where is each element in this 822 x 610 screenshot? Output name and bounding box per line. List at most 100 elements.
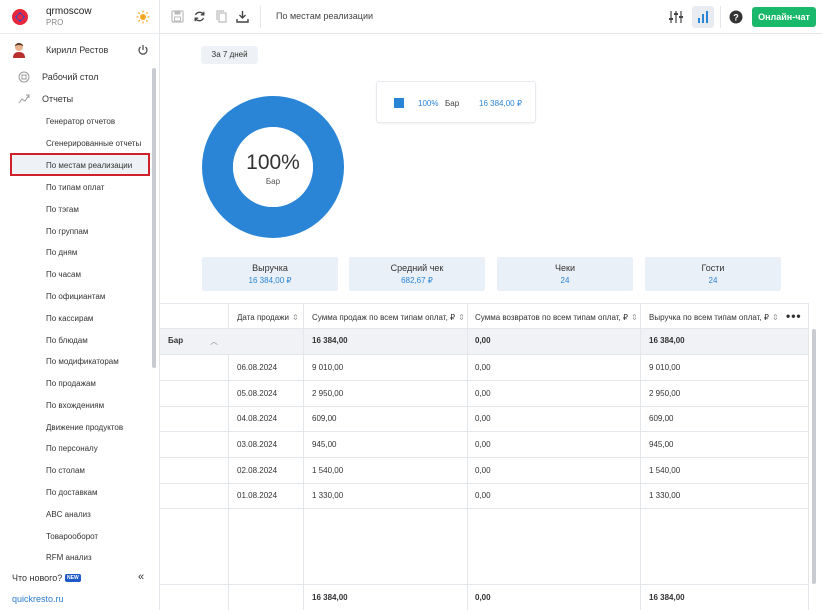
filter-sliders-icon[interactable] (666, 7, 686, 27)
collapse-sidebar-icon[interactable]: « (138, 571, 145, 583)
period-button[interactable]: За 7 дней (201, 46, 258, 64)
donut-center (233, 127, 313, 207)
cell-returns: 0,00 (475, 414, 491, 423)
cell-returns: 0,00 (475, 466, 491, 475)
sidebar-item-by-payment-types[interactable]: По типам оплат (46, 183, 105, 192)
stat-value: 24 (708, 276, 718, 285)
sort-icon[interactable]: ⇕ (771, 313, 779, 322)
sort-icon[interactable]: ⇕ (291, 313, 299, 322)
sidebar-scrollbar[interactable] (152, 68, 156, 368)
copy-icon[interactable] (215, 10, 228, 23)
sidebar-item-by-sale-places[interactable]: По местам реализации (46, 161, 133, 170)
cell-sales: 1 330,00 (312, 491, 344, 500)
row-divider (160, 328, 809, 329)
sidebar-item-by-tables[interactable]: По столам (46, 466, 85, 475)
donut-center-value: 100% (246, 151, 300, 174)
active-item-highlight (10, 153, 150, 176)
column-header-date[interactable]: Дата продажи ⇕ (237, 313, 299, 322)
chevron-up-icon[interactable]: ︿ (210, 337, 218, 346)
save-icon[interactable] (171, 10, 184, 23)
column-header-label: Выручка по всем типам оплат, ₽ (649, 313, 769, 322)
online-chat-button[interactable]: Онлайн-чат (752, 7, 816, 27)
chart-view-icon[interactable] (692, 6, 714, 28)
brand-name: qrmoscow (46, 6, 92, 17)
sidebar-item-report-generator[interactable]: Генератор отчетов (46, 117, 116, 126)
legend-percent: 100% (418, 99, 439, 108)
column-header-label: Сумма продаж по всем типам оплат, ₽ (312, 313, 456, 322)
report-table: Дата продажи ⇕ Сумма продаж по всем типам… (160, 303, 822, 610)
sidebar-item-by-cashiers[interactable]: По кассирам (46, 314, 94, 323)
nav-desktop[interactable]: Рабочий стол (0, 68, 150, 86)
donut-chart: 100% Бар (202, 96, 344, 238)
svg-text:?: ? (733, 13, 739, 23)
sidebar-item-by-dishes[interactable]: По блюдам (46, 336, 88, 345)
donut-slice-bar[interactable] (202, 96, 344, 238)
download-icon[interactable] (236, 10, 249, 23)
nav-reports[interactable]: Отчеты (0, 90, 150, 108)
site-link[interactable]: quickresto.ru (12, 594, 64, 604)
group-name: Бар (168, 336, 184, 345)
new-badge: NEW (65, 574, 81, 582)
sidebar-item-by-tags[interactable]: По тэгам (46, 205, 79, 214)
col-divider (467, 303, 468, 610)
stat-avg-check: Средний чек 682,67 ₽ (349, 257, 485, 291)
cell-date: 03.08.2024 (237, 440, 278, 449)
sidebar-item-by-groups[interactable]: По группам (46, 227, 89, 236)
column-header-sales[interactable]: Сумма продаж по всем типам оплат, ₽ ⇕ (312, 313, 465, 322)
col-divider (228, 303, 229, 328)
cell-sales: 9 010,00 (312, 363, 344, 372)
col-divider (808, 303, 809, 610)
sidebar-item-product-movement[interactable]: Движение продуктов (46, 423, 124, 432)
column-header-label: Сумма возвратов по всем типам оплат, ₽ (475, 313, 629, 322)
brand-block[interactable]: qrmoscow PRO (0, 0, 160, 34)
cell-date: 05.08.2024 (237, 389, 278, 398)
cell-returns: 0,00 (475, 491, 491, 500)
sidebar-item-turnover[interactable]: Товарооборот (46, 532, 99, 541)
stat-title: Гости (701, 263, 725, 273)
help-icon[interactable]: ? (729, 10, 743, 24)
cell-revenue: 1 540,00 (649, 466, 681, 475)
sidebar-item-by-sales[interactable]: По продажам (46, 379, 96, 388)
sidebar-item-by-waiters[interactable]: По официантам (46, 292, 106, 301)
sidebar-item-by-hours[interactable]: По часам (46, 270, 81, 279)
sort-icon[interactable]: ⇕ (631, 313, 638, 322)
sort-icon[interactable]: ⇕ (458, 313, 465, 322)
sidebar-item-generated-reports[interactable]: Сгенерированные отчеты (46, 139, 142, 148)
row-divider (160, 584, 809, 585)
table-scrollbar[interactable] (812, 329, 816, 584)
sidebar-item-by-modifiers[interactable]: По модификаторам (46, 357, 119, 366)
theme-sun-icon[interactable] (136, 10, 150, 24)
refresh-icon[interactable] (193, 10, 206, 23)
brand-plan: PRO (46, 18, 64, 27)
cell-sales: 2 950,00 (312, 389, 344, 398)
row-divider (160, 508, 809, 509)
sidebar-item-by-staff[interactable]: По персоналу (46, 444, 98, 453)
logo-icon (12, 9, 28, 25)
column-header-revenue[interactable]: Выручка по всем типам оплат, ₽ ⇕ (649, 313, 779, 322)
toolbar-divider (260, 6, 261, 28)
sidebar-item-by-deliveries[interactable]: По доставкам (46, 488, 98, 497)
table-border (160, 303, 809, 304)
column-header-returns[interactable]: Сумма возвратов по всем типам оплат, ₽ ⇕ (475, 313, 638, 322)
sidebar-item-abc-analysis[interactable]: ABC анализ (46, 510, 91, 519)
cell-revenue: 9 010,00 (649, 363, 681, 372)
group-row[interactable]: Бар ︿ 16 384,00 0,00 16 384,00 (160, 328, 809, 354)
power-icon[interactable] (137, 44, 149, 56)
whats-new[interactable]: Что нового? NEW « (0, 568, 160, 588)
sidebar-item-by-days[interactable]: По дням (46, 248, 78, 257)
stat-revenue: Выручка 16 384,00 ₽ (202, 257, 338, 291)
cell-sales: 1 540,00 (312, 466, 344, 475)
user-row[interactable]: Кирилл Рестов (0, 38, 160, 62)
sidebar-item-rfm-analysis[interactable]: RFM анализ (46, 553, 92, 562)
more-options-icon[interactable]: ••• (786, 309, 802, 323)
sidebar-item-by-entries[interactable]: По вхождениям (46, 401, 105, 410)
cell-returns: 0,00 (475, 363, 491, 372)
cell-revenue: 609,00 (649, 414, 674, 423)
sidebar: qrmoscow PRO Кирилл Рестов Р (0, 0, 160, 610)
stat-title: Средний чек (390, 263, 444, 273)
cell-date: 06.08.2024 (237, 363, 278, 372)
col-divider (228, 354, 229, 610)
cell-date: 01.08.2024 (237, 491, 278, 500)
stat-value: 24 (560, 276, 570, 285)
row-divider (160, 457, 809, 458)
